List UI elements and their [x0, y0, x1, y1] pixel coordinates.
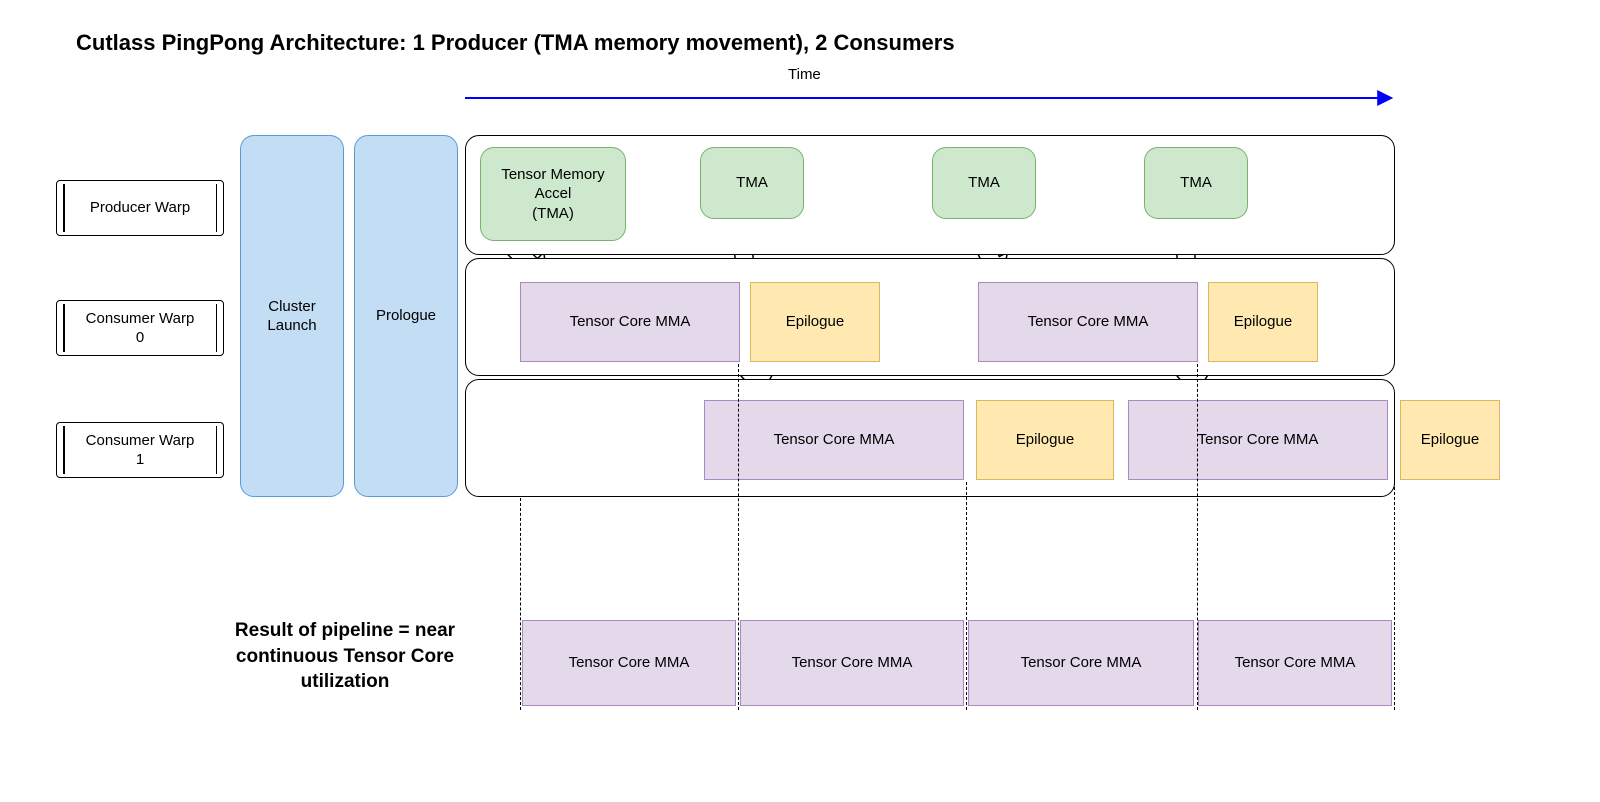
warp-label-2: Consumer Warp1	[56, 422, 224, 478]
consumer1-block-0: Tensor Core MMA	[704, 400, 964, 480]
tma-block-3: TMA	[1144, 147, 1248, 219]
consumer0-block-0: Tensor Core MMA	[520, 282, 740, 362]
warp-label-1: Consumer Warp0	[56, 300, 224, 356]
dashed-line-3	[1197, 364, 1198, 710]
dashed-line-1	[738, 364, 739, 710]
dashed-line-2	[966, 482, 967, 710]
tma-block-2: TMA	[932, 147, 1036, 219]
dashed-line-0	[520, 498, 521, 710]
consumer1-block-2: Tensor Core MMA	[1128, 400, 1388, 480]
time-axis-label: Time	[788, 66, 821, 83]
result-block-2: Tensor Core MMA	[968, 620, 1194, 706]
consumer1-block-1: Epilogue	[976, 400, 1114, 480]
warp-label-0: Producer Warp	[56, 180, 224, 236]
consumer0-block-2: Tensor Core MMA	[978, 282, 1198, 362]
result-block-1: Tensor Core MMA	[740, 620, 964, 706]
result-block-0: Tensor Core MMA	[522, 620, 736, 706]
diagram-title: Cutlass PingPong Architecture: 1 Produce…	[76, 30, 955, 56]
phase-1: Prologue	[354, 135, 458, 497]
phase-0: ClusterLaunch	[240, 135, 344, 497]
consumer0-block-1: Epilogue	[750, 282, 880, 362]
tma-block-0: Tensor MemoryAccel(TMA)	[480, 147, 626, 241]
result-block-3: Tensor Core MMA	[1198, 620, 1392, 706]
consumer0-block-3: Epilogue	[1208, 282, 1318, 362]
tma-block-1: TMA	[700, 147, 804, 219]
dashed-line-4	[1394, 482, 1395, 710]
result-caption: Result of pipeline = nearcontinuous Tens…	[210, 618, 480, 695]
consumer1-block-3: Epilogue	[1400, 400, 1500, 480]
